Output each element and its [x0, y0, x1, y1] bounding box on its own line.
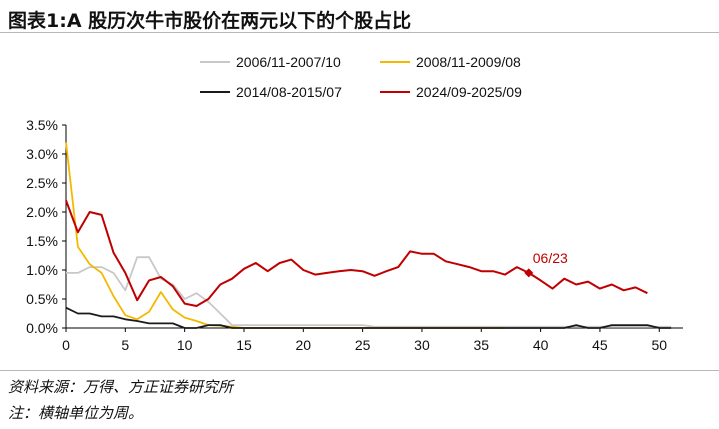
series-line-2 — [65, 306, 672, 329]
footer-divider — [0, 370, 719, 371]
x-tick-label: 40 — [533, 337, 549, 353]
x-tick-label: 35 — [473, 337, 489, 353]
y-tick-label: 0.5% — [26, 291, 58, 307]
annotation-marker-0 — [524, 268, 534, 278]
axis-note: 注：横轴单位为周。 — [8, 404, 144, 422]
legend-label-3: 2024/09-2025/09 — [416, 84, 522, 100]
x-tick-label: 15 — [236, 337, 252, 353]
legend-label-0: 2006/11-2007/10 — [236, 54, 341, 70]
y-tick-label: 0.0% — [26, 320, 58, 336]
y-tick-label: 2.5% — [26, 175, 58, 191]
y-tick-label: 3.0% — [26, 146, 58, 162]
x-tick-label: 10 — [177, 337, 193, 353]
x-tick-label: 20 — [296, 337, 312, 353]
legend-label-1: 2008/11-2009/08 — [416, 54, 521, 70]
y-tick-label: 1.5% — [26, 233, 58, 249]
annotation-label-0: 06/23 — [533, 250, 568, 266]
figure-title: 图表1:A 股历次牛市股价在两元以下的个股占比 — [8, 10, 412, 32]
line-chart: 2006/11-2007/10 2008/11-2009/08 2014/08-20… — [26, 54, 683, 353]
x-tick-label: 0 — [62, 337, 70, 353]
series-line-1 — [65, 142, 505, 329]
figure-title-bar: 图表1:A 股历次牛市股价在两元以下的个股占比 — [0, 0, 719, 33]
x-tick-label: 50 — [651, 337, 667, 353]
x-tick-label: 30 — [414, 337, 430, 353]
x-tick-label: 25 — [355, 337, 371, 353]
series-line-0 — [66, 256, 672, 328]
source-note: 资料来源：万得、方正证券研究所 — [8, 378, 234, 396]
x-tick-label: 5 — [121, 337, 129, 353]
y-tick-label: 3.5% — [26, 117, 58, 133]
y-tick-label: 1.0% — [26, 262, 58, 278]
series-line-3 — [65, 200, 648, 307]
y-tick-label: 2.0% — [26, 204, 58, 220]
x-tick-label: 45 — [592, 337, 608, 353]
legend-label-2: 2014/08-2015/07 — [236, 84, 342, 100]
